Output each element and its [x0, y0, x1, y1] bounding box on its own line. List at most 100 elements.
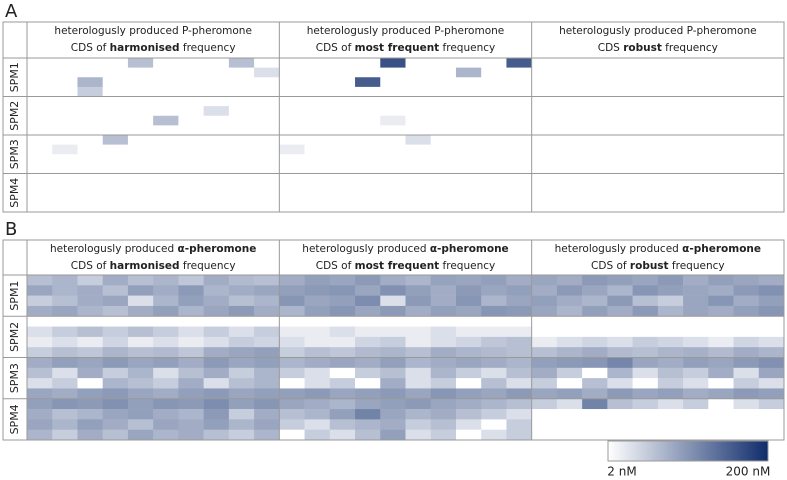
cell — [556, 295, 583, 307]
cell — [153, 429, 179, 441]
cell — [178, 357, 204, 369]
cell — [430, 192, 457, 203]
cell — [632, 295, 659, 307]
cell — [556, 106, 583, 117]
cell — [758, 106, 785, 117]
cell — [304, 192, 331, 203]
cell — [556, 357, 583, 369]
cell — [27, 67, 53, 78]
cell — [77, 115, 103, 126]
cell — [683, 58, 709, 68]
header-text: frequency — [179, 260, 236, 272]
cell — [254, 163, 280, 174]
cell — [178, 77, 204, 88]
cell — [228, 357, 255, 369]
cell — [556, 192, 583, 203]
cell — [329, 135, 356, 145]
cell — [279, 144, 305, 155]
cell — [77, 419, 103, 430]
cell — [329, 58, 356, 68]
cell — [607, 419, 633, 430]
cell — [632, 154, 659, 165]
cell — [254, 125, 280, 136]
cell — [178, 305, 204, 317]
cell — [758, 409, 785, 420]
cell — [127, 183, 154, 194]
cell — [355, 202, 381, 213]
cell — [178, 367, 204, 379]
cell — [52, 275, 78, 286]
cell — [279, 419, 305, 430]
cell — [582, 409, 608, 420]
cell — [506, 77, 532, 88]
cell — [178, 285, 204, 296]
cell — [203, 295, 230, 307]
cell — [304, 173, 331, 184]
cell — [455, 192, 482, 203]
cell — [733, 77, 760, 88]
cell — [329, 125, 356, 136]
cell — [455, 275, 482, 286]
cell — [455, 135, 482, 145]
cell — [52, 285, 78, 296]
cell — [203, 326, 230, 338]
cell — [405, 295, 432, 307]
cell — [52, 347, 78, 358]
cell — [733, 275, 760, 286]
cell — [102, 409, 129, 420]
cell — [405, 67, 432, 78]
cell — [254, 398, 280, 410]
cell — [228, 326, 255, 338]
cell — [657, 316, 684, 327]
cell — [657, 305, 684, 317]
cell — [582, 378, 608, 389]
cell — [153, 125, 179, 136]
cell — [102, 275, 129, 286]
cell — [405, 275, 432, 286]
cell — [405, 115, 432, 126]
cell — [758, 378, 785, 389]
cell — [531, 295, 558, 307]
cell — [178, 326, 204, 338]
cell — [556, 115, 583, 126]
cell — [733, 58, 760, 68]
cell — [607, 106, 633, 117]
cell — [683, 275, 709, 286]
cell — [455, 295, 482, 307]
cell — [178, 429, 204, 441]
cell — [254, 106, 280, 117]
cell — [455, 58, 482, 68]
cell — [304, 144, 331, 155]
cell — [27, 106, 53, 117]
cell — [203, 58, 230, 68]
cell — [380, 192, 406, 203]
cell — [683, 67, 709, 78]
cell — [481, 295, 507, 307]
cell — [758, 367, 785, 379]
cell — [27, 285, 53, 296]
cell — [506, 409, 532, 420]
cell — [77, 295, 103, 307]
cell — [531, 367, 558, 379]
cell — [506, 125, 532, 136]
cell — [758, 419, 785, 430]
cell — [582, 183, 608, 194]
cell — [153, 409, 179, 420]
cell — [405, 336, 432, 348]
cell — [77, 135, 103, 145]
cell — [430, 326, 457, 338]
cell — [733, 96, 760, 107]
cell — [506, 106, 532, 117]
cell — [733, 135, 760, 145]
column-header: heterologusly produced α-pheromone CDS of… — [27, 241, 279, 275]
cell — [127, 357, 154, 369]
cell — [329, 326, 356, 338]
cell — [405, 409, 432, 420]
cell — [506, 347, 532, 358]
panel-frame — [2, 239, 785, 441]
cell — [556, 336, 583, 348]
cell — [329, 96, 356, 107]
cell — [531, 409, 558, 420]
cell — [556, 202, 583, 213]
header-text: most frequent — [354, 260, 440, 272]
